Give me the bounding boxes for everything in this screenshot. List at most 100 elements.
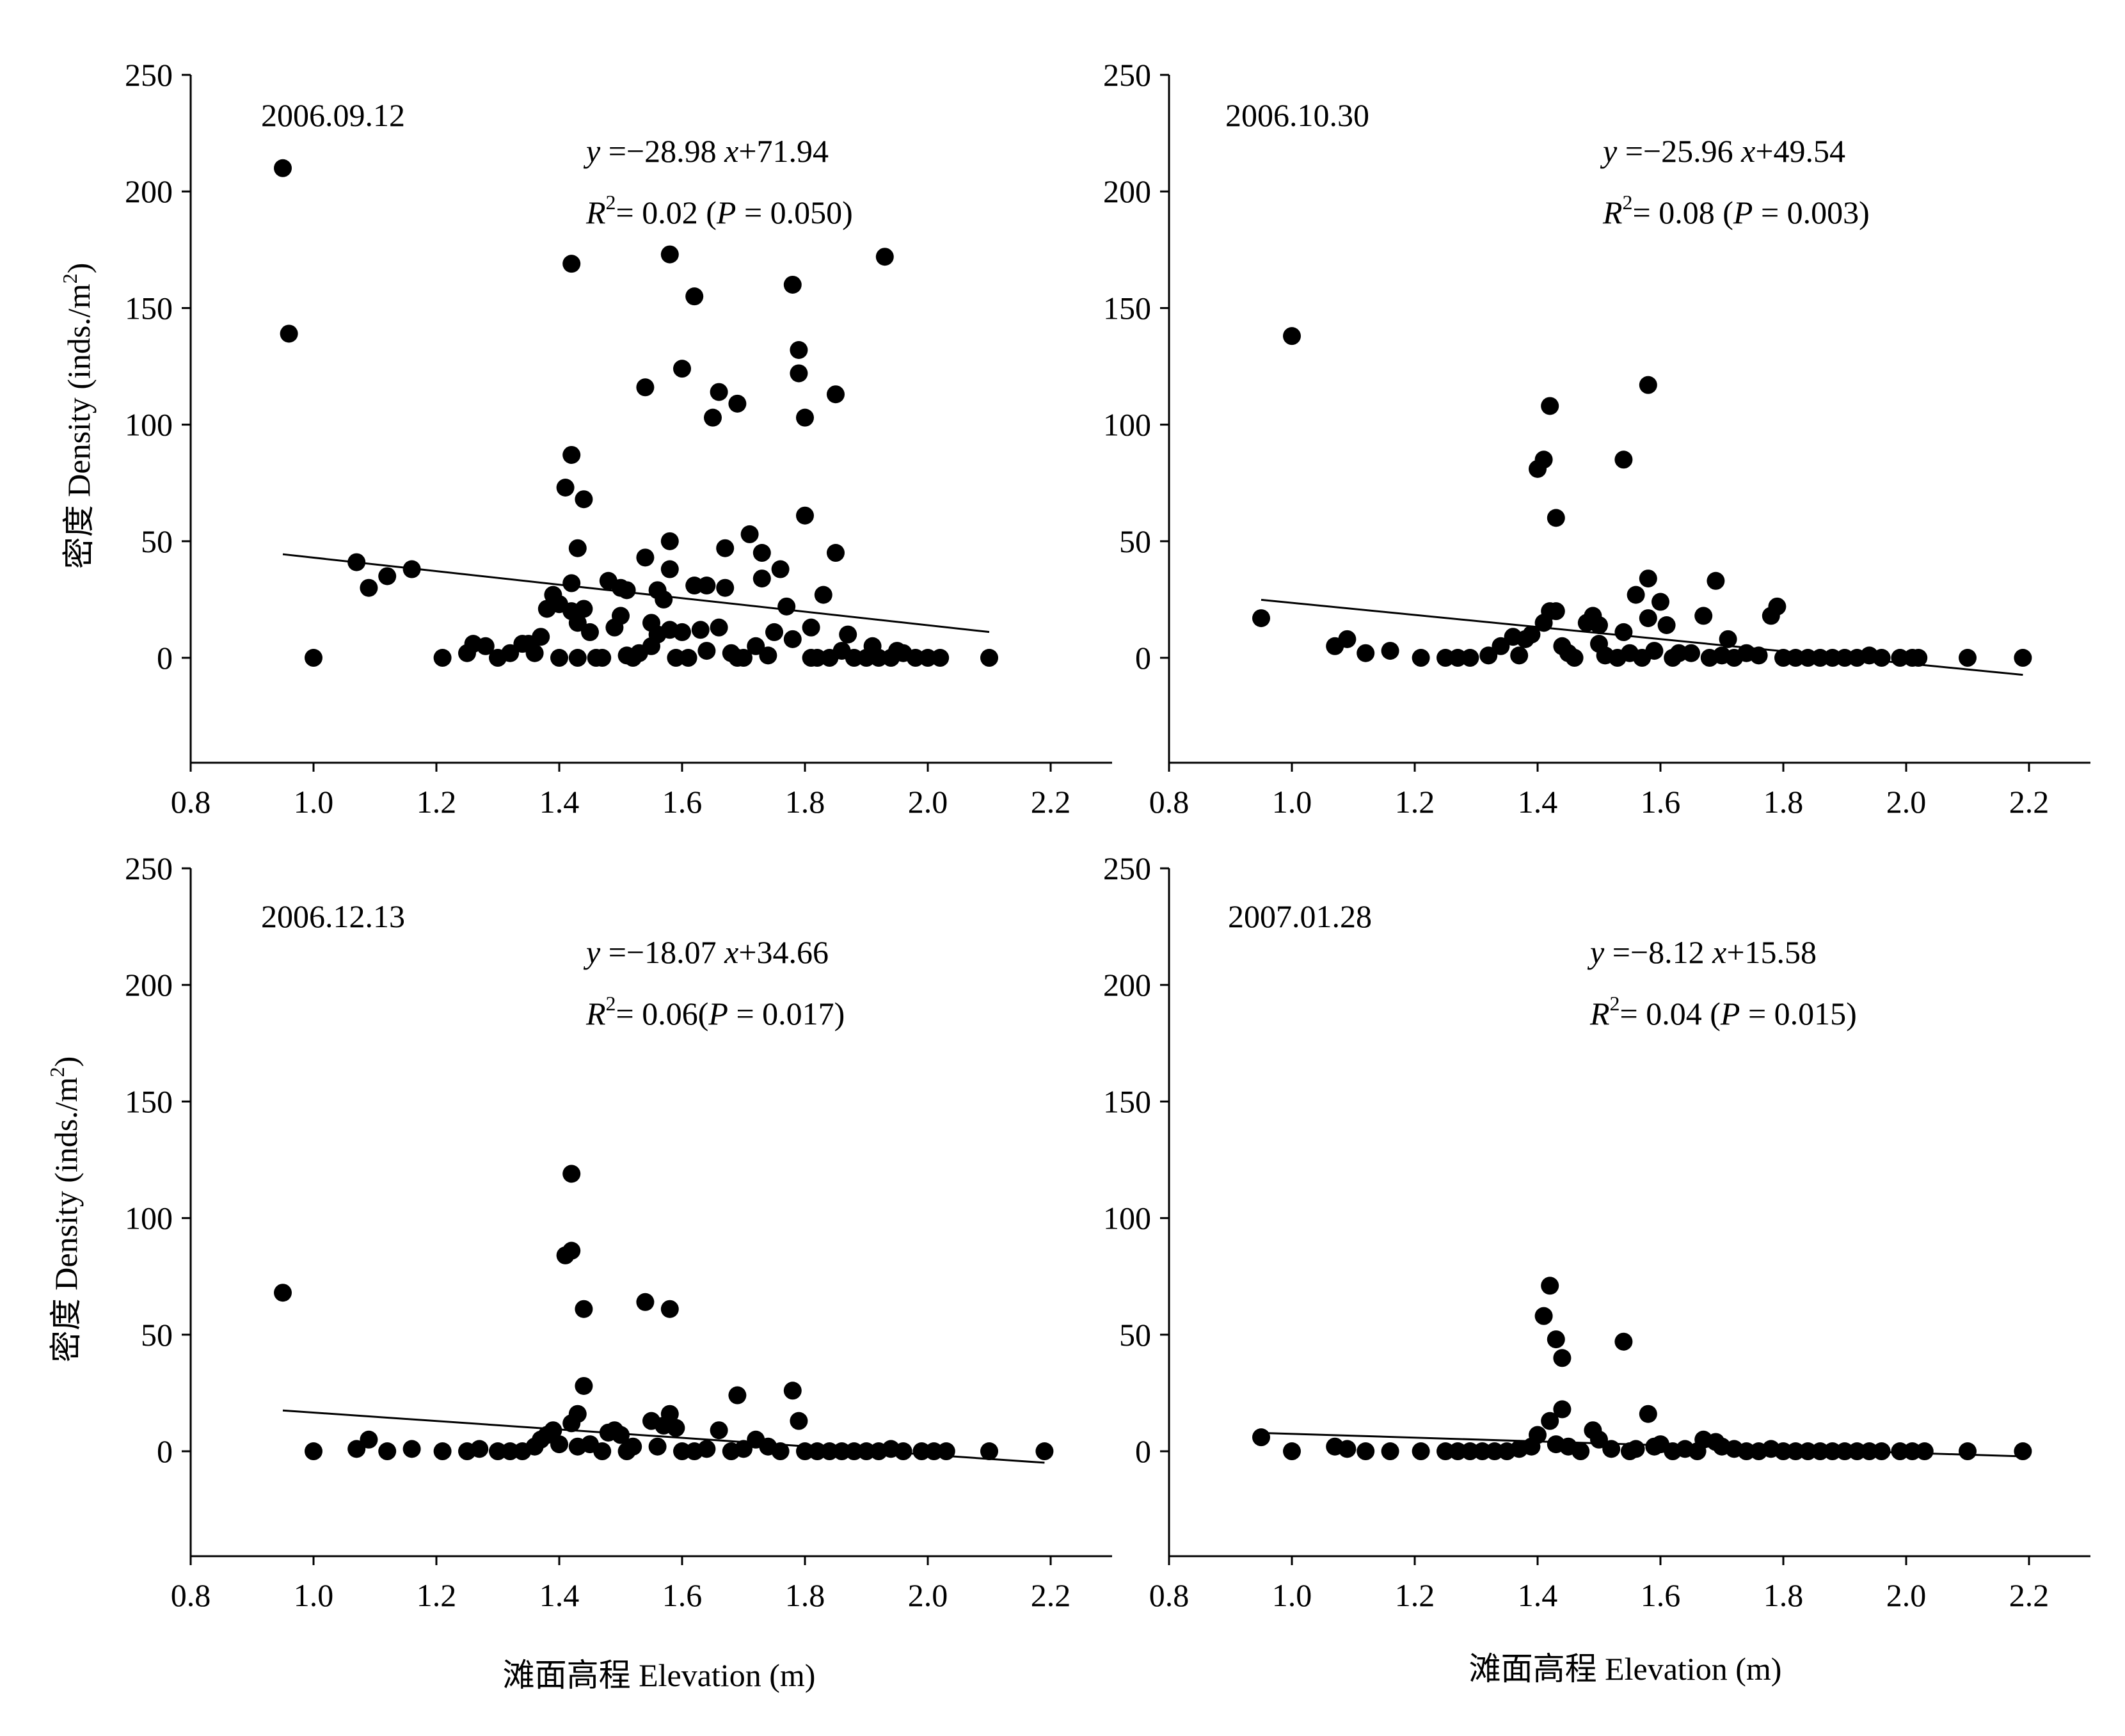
- data-point: [660, 532, 679, 550]
- data-point: [1614, 1332, 1633, 1351]
- data-point: [1811, 1442, 1829, 1461]
- y-tick-label: 50: [1119, 523, 1151, 559]
- data-point: [752, 569, 771, 588]
- r-squared-label: R2= 0.08 (P = 0.003): [1602, 191, 1870, 230]
- y-tick-label: 150: [125, 290, 173, 326]
- data-point: [894, 1442, 912, 1461]
- data-point: [673, 1442, 691, 1461]
- data-point: [1534, 1307, 1553, 1325]
- data-point: [402, 1440, 421, 1458]
- y-tick-label: 50: [1119, 1317, 1151, 1353]
- data-point: [360, 1430, 378, 1449]
- x-tick-label: 1.0: [1272, 1577, 1312, 1613]
- data-point: [1651, 593, 1669, 611]
- data-point: [1799, 1442, 1817, 1461]
- y-tick-label: 200: [125, 967, 173, 1003]
- x-tick-label: 1.8: [785, 1577, 825, 1613]
- y-tick-label: 0: [157, 640, 173, 676]
- data-point: [1787, 649, 1805, 667]
- data-point: [1565, 649, 1584, 667]
- data-point: [636, 378, 655, 397]
- data-point: [1823, 649, 1842, 667]
- panel-date-label: 2006.10.30: [1225, 97, 1369, 133]
- y-tick-label: 250: [1103, 850, 1151, 886]
- x-tick-label: 2.0: [908, 784, 948, 820]
- data-point: [660, 1405, 679, 1423]
- data-point: [1590, 1430, 1608, 1449]
- data-point: [1959, 1442, 1977, 1461]
- x-tick-label: 1.2: [1395, 1577, 1435, 1613]
- x-tick-label: 0.8: [171, 784, 211, 820]
- data-point: [790, 364, 808, 383]
- data-point: [660, 1300, 679, 1318]
- x-tick-label: 2.2: [1031, 1577, 1071, 1613]
- plot-area: 0 50 100 150 200 250 0.8 1.0 1.2 1.4 1.6 1.8 2.0 2.2: [1103, 850, 2090, 1613]
- data-point: [1437, 1442, 1454, 1461]
- data-point: [1737, 1442, 1756, 1461]
- data-point: [636, 1293, 655, 1311]
- data-point: [1338, 1440, 1357, 1458]
- x-tick-label: 1.8: [1763, 784, 1804, 820]
- data-point: [1811, 649, 1829, 667]
- data-point: [1473, 1442, 1492, 1461]
- data-point: [1903, 1442, 1922, 1461]
- data-point: [402, 560, 421, 578]
- x-tick-label: 1.4: [1518, 784, 1558, 820]
- data-point: [1541, 1412, 1559, 1430]
- data-point: [827, 544, 845, 562]
- data-point: [636, 548, 655, 567]
- regression-equation: y =−8.12 x+15.58: [1587, 934, 1817, 970]
- x-tick-label: 1.6: [1641, 1577, 1681, 1613]
- data-point: [735, 1440, 752, 1458]
- y-tick-label: 150: [125, 1083, 173, 1119]
- panel-date-label: 2006.09.12: [261, 97, 405, 133]
- data-point: [1682, 644, 1700, 662]
- data-point: [433, 1442, 452, 1461]
- data-point: [1719, 630, 1737, 648]
- x-tick-label: 1.0: [1272, 784, 1312, 820]
- y-tick-label: 250: [125, 57, 173, 93]
- data-point: [716, 578, 735, 597]
- data-point: [790, 1412, 808, 1430]
- data-point: [771, 560, 790, 578]
- data-point: [1283, 1442, 1301, 1461]
- data-point: [568, 614, 587, 632]
- regression-equation: y =−25.96 x+49.54: [1600, 133, 1845, 169]
- data-point: [1645, 642, 1664, 660]
- data-point: [1872, 1442, 1891, 1461]
- data-point: [1959, 649, 1977, 667]
- r-squared-label: R2= 0.02 (P = 0.050): [585, 191, 853, 230]
- data-point: [796, 506, 814, 525]
- data-point: [433, 649, 452, 667]
- x-tick-label: 1.0: [294, 784, 334, 820]
- data-point: [593, 649, 612, 667]
- data-point: [501, 644, 520, 662]
- data-point: [1492, 637, 1510, 655]
- data-point: [1891, 1442, 1909, 1461]
- data-point: [796, 408, 814, 427]
- data-point: [1669, 644, 1688, 662]
- data-point: [673, 360, 691, 378]
- data-point: [525, 644, 544, 662]
- panel-date-label: 2006.12.13: [261, 898, 405, 934]
- x-tick-label: 0.8: [1149, 784, 1190, 820]
- data-point: [870, 649, 888, 667]
- y-axis-title-top: 密度 Density (inds./m2): [58, 263, 97, 569]
- data-point: [1639, 569, 1657, 588]
- x-tick-label: 1.6: [662, 784, 703, 820]
- data-point: [1799, 649, 1817, 667]
- data-point: [1774, 1442, 1792, 1461]
- data-point: [1357, 1442, 1375, 1461]
- data-point: [660, 245, 679, 264]
- data-point: [347, 1440, 366, 1458]
- plot-area: 0 50 100 150 200 250 0.8 1.0 1.2 1.4 1.6 1.8 2.0 2.2: [125, 57, 1112, 820]
- y-axis-title-bottom: 密度 Density (inds./m2): [45, 1056, 84, 1362]
- data-point: [562, 1165, 581, 1183]
- data-point: [470, 1440, 489, 1458]
- x-tick-label: 1.8: [1763, 1577, 1804, 1613]
- data-point: [832, 1442, 851, 1461]
- x-tick-label: 1.8: [785, 784, 825, 820]
- data-point: [575, 600, 593, 618]
